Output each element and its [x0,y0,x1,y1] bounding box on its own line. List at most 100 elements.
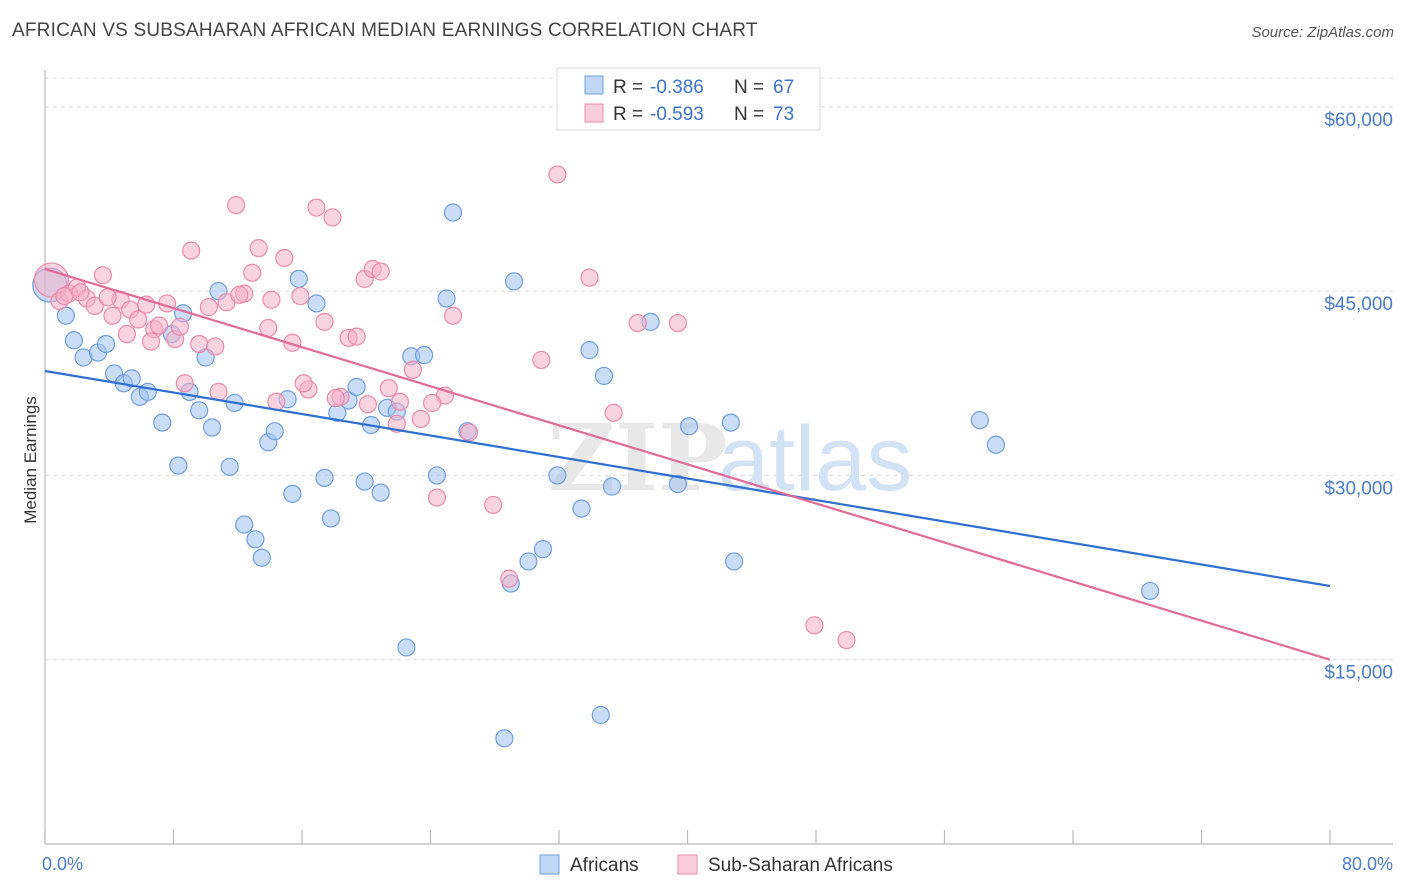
legend-r-label-2: R = [613,104,643,125]
point-s0-22 [235,515,254,534]
point-s0-23 [246,530,265,549]
point-s1-6 [93,266,112,285]
x-tick-labels: 0.0% 80.0% [42,854,1393,874]
legend-r-value-1: -0.386 [650,77,704,98]
point-s0-32 [321,509,341,528]
point-s0-48 [504,272,524,291]
point-s0-20 [220,457,239,476]
point-s1-70 [358,395,377,414]
point-s0-35 [347,377,366,397]
source-label: Source: ZipAtlas.com [1251,24,1394,41]
x-tick-label-1: 80.0% [1342,854,1393,874]
point-s1-53 [580,268,599,287]
point-s1-32 [307,198,326,217]
point-s0-11 [153,413,172,432]
point-s1-57 [805,616,824,635]
point-s1-7 [103,306,122,325]
bottom-legend: Africans Sub-Saharan Africans [539,854,893,876]
point-s1-63 [141,332,161,351]
point-s0-18 [202,418,222,437]
point-s0-36 [355,472,374,491]
point-s0-30 [307,294,326,313]
x-tick-label-0: 0.0% [42,854,83,874]
point-s1-55 [628,313,647,333]
point-s0-10 [138,382,157,401]
point-s0-52 [580,341,599,360]
legend-n-value-1: 67 [773,77,794,98]
point-s1-50 [500,569,519,588]
axes [44,70,1393,845]
point-s0-63 [397,638,416,657]
legend-r-label-1: R = [613,77,643,98]
point-s0-26 [265,422,284,441]
chart-title: AFRICAN VS SUBSAHARAN AFRICAN MEDIAN EAR… [12,20,758,41]
point-s1-25 [249,239,268,258]
point-s1-43 [403,360,422,379]
y-tick-label-1: $30,000 [1324,478,1393,499]
point-s1-62 [117,325,137,344]
point-s1-33 [315,312,334,331]
point-s1-51 [532,350,551,370]
point-s1-18 [190,334,209,354]
point-s0-65 [591,705,610,725]
point-s0-13 [169,456,188,475]
trend-line-1 [44,267,1331,661]
bottom-legend-africans: Africans [570,855,639,876]
point-s1-45 [427,488,447,507]
bottom-legend-swatch-subsaharan [677,854,698,875]
point-s1-59 [55,286,74,306]
point-s1-19 [199,298,218,317]
point-s0-38 [371,483,390,502]
point-s0-60 [970,411,989,430]
point-s0-53 [594,366,614,386]
point-s1-48 [459,423,479,442]
point-s1-41 [379,379,398,398]
y-tick-labels: $15,000 $30,000 $45,000 $60,000 [1324,110,1393,684]
point-s1-44 [411,409,430,429]
watermark-atlas: atlas [718,408,912,510]
point-s0-64 [495,729,514,748]
point-s1-58 [837,630,856,650]
point-s0-51 [572,499,591,518]
point-s0-49 [519,552,538,571]
point-s0-56 [668,474,687,494]
point-s0-24 [252,548,271,567]
point-s1-37 [347,327,366,346]
point-s1-69 [326,388,345,408]
legend-n-value-2: 73 [773,104,794,125]
point-s1-34 [323,208,342,227]
point-s1-60 [71,283,90,302]
y-tick-label-0: $15,000 [1324,663,1393,684]
bottom-legend-swatch-africans [539,854,560,875]
point-s0-44 [437,289,456,308]
point-s0-42 [414,345,434,365]
trend-line-0 [44,369,1331,588]
point-s1-40 [371,262,390,281]
point-s1-47 [443,306,463,325]
point-s0-16 [190,401,209,420]
point-s1-65 [206,337,225,356]
point-s1-71 [390,392,410,411]
point-s0-5 [96,334,116,354]
point-s1-10 [129,310,148,329]
point-s0-61 [986,435,1006,454]
watermark: ZIP atlas [548,404,912,512]
watermark-zip: ZIP [548,404,727,512]
point-s0-2 [64,331,84,350]
point-s0-54 [602,477,622,496]
point-s1-20 [209,382,228,401]
y-tick-label-3: $60,000 [1324,110,1393,131]
point-s0-57 [680,417,699,436]
legend-n-label-1: N = [734,77,764,98]
point-s1-56 [668,313,687,333]
point-s0-66 [533,540,553,559]
trend-lines [44,267,1331,661]
point-s0-62 [1140,581,1160,601]
point-s0-8 [122,369,141,388]
y-axis-label: Median Earnings [21,396,40,524]
point-s1-5 [85,296,104,315]
point-s0-28 [283,484,302,503]
point-s1-49 [484,495,503,515]
point-s1-72 [423,393,442,413]
